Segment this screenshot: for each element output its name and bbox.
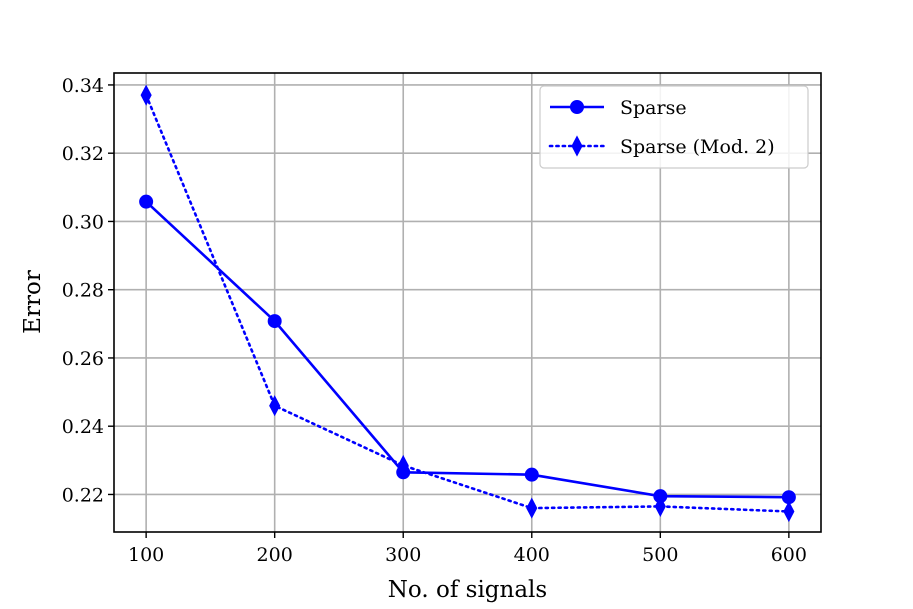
- legend-marker: [571, 135, 583, 157]
- axis-ticks: 100 200 300 400 500 600 0.22 0.24 0.26 0.28 0.30 0.…: [62, 75, 807, 566]
- y-tick-label: 0.22: [62, 484, 104, 506]
- x-tick-label: 300: [385, 544, 421, 566]
- data-series: [139, 84, 796, 523]
- x-tick-label: 400: [514, 544, 550, 566]
- data-point: [526, 497, 538, 519]
- legend-label: Sparse (Mod. 2): [620, 136, 775, 158]
- data-point: [654, 495, 666, 517]
- y-tick-label: 0.32: [62, 143, 104, 165]
- series-line: [144, 93, 791, 513]
- data-point: [267, 314, 282, 329]
- x-tick-label: 100: [128, 544, 164, 566]
- y-tick-label: 0.26: [62, 348, 104, 370]
- y-tick-label: 0.34: [62, 75, 104, 97]
- x-axis-label: No. of signals: [388, 577, 547, 603]
- series-line: [145, 200, 789, 499]
- legend: Sparse Sparse (Mod. 2): [539, 85, 809, 169]
- legend-marker: [570, 100, 584, 114]
- legend-label: Sparse: [620, 97, 687, 119]
- x-tick-label: 200: [257, 544, 293, 566]
- y-axis-label: Error: [20, 270, 46, 334]
- legend-entry: Sparse (Mod. 2): [548, 135, 775, 158]
- y-tick-label: 0.28: [62, 280, 104, 302]
- data-point: [397, 454, 409, 477]
- y-tick-label: 0.30: [62, 211, 104, 233]
- data-point: [139, 194, 154, 209]
- x-tick-label: 500: [642, 544, 678, 566]
- plot-frame: [113, 72, 822, 533]
- grid-lines: [114, 73, 821, 532]
- series-2: [140, 84, 795, 523]
- data-point: [783, 500, 795, 523]
- data-point: [269, 395, 281, 417]
- data-point: [524, 467, 539, 482]
- x-tick-label: 600: [771, 544, 807, 566]
- data-point: [140, 84, 152, 106]
- y-tick-label: 0.24: [62, 416, 104, 438]
- legend-box: [539, 85, 809, 169]
- legend-entry: Sparse: [550, 97, 687, 119]
